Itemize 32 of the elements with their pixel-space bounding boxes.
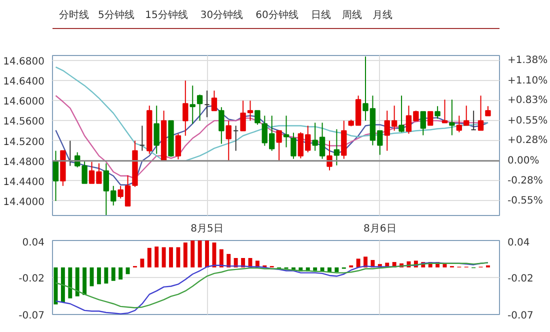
y2-tick-label: -0.28% (508, 176, 543, 187)
text: 周线 (342, 9, 362, 21)
y2-tick-label: +0.55% (508, 115, 548, 126)
y2-tick-label: +0.83% (508, 95, 548, 106)
text: 30分钟线 (200, 9, 244, 21)
x-tick-label: 8月6日 (364, 224, 396, 234)
y2-tick-label: -0.02 (508, 274, 534, 284)
y2-tick-label: 0.00% (508, 155, 540, 166)
y2-tick-label: -0.55% (508, 195, 543, 206)
y2-tick-label: +1.10% (508, 75, 548, 86)
x-tick-label: 8月5日 (190, 224, 224, 234)
y-tick-label: 14.4400 (3, 176, 45, 188)
y-tick-label: 14.5600 (3, 116, 45, 128)
text: 60分钟线 (256, 9, 298, 21)
text: 日线 (310, 9, 331, 21)
text: 分时线 (59, 9, 89, 21)
y2-tick-label: +1.38% (508, 55, 548, 66)
y-tick-label: 14.4000 (3, 196, 45, 208)
y-tick-label: -0.02 (18, 274, 44, 284)
y2-tick-label: 0.04 (508, 238, 530, 248)
y-tick-label: 14.5200 (3, 136, 45, 148)
y2-tick-label: +0.28% (508, 134, 548, 146)
text: 5分钟线 (98, 9, 134, 21)
y-tick-label: 14.6800 (3, 56, 45, 68)
text: 月线 (372, 9, 393, 21)
y-tick-label: 14.6000 (3, 96, 45, 108)
y2-tick-label: -0.07 (508, 310, 534, 322)
text: 15分钟线 (145, 9, 188, 21)
y-tick-label: 14.6400 (3, 76, 45, 88)
y-tick-label: -0.07 (18, 310, 44, 322)
y-tick-label: 14.4800 (3, 156, 45, 168)
y-tick-label: 0.04 (22, 238, 44, 248)
